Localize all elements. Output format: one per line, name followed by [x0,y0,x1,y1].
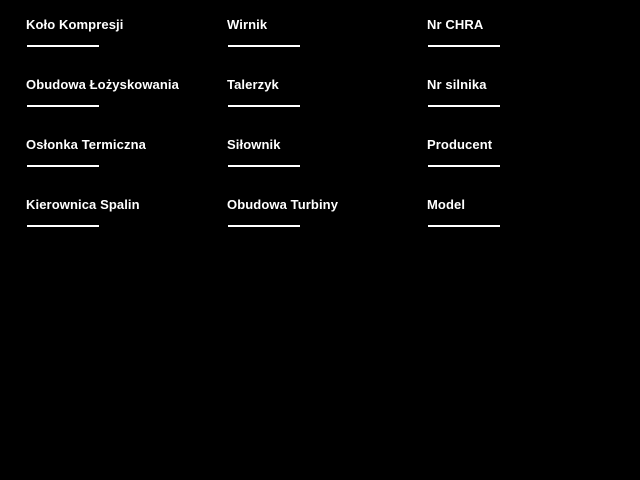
field-silownik[interactable]: Siłownik [227,137,417,197]
field-nr-silnika[interactable]: Nr silnika [427,77,617,137]
field-label: Producent [427,137,493,152]
field-write-in-rule[interactable] [428,225,500,227]
field-nr-chra[interactable]: Nr CHRA [427,17,617,77]
field-write-in-rule[interactable] [27,165,99,167]
field-oslonka-termiczna[interactable]: Osłonka Termiczna [26,137,216,197]
field-write-in-rule[interactable] [428,165,500,167]
field-talerzyk[interactable]: Talerzyk [227,77,417,137]
field-producent[interactable]: Producent [427,137,617,197]
field-grid: Koło Kompresji Obudowa Łożyskowania Osło… [26,17,617,227]
field-obudowa-lozyskowania[interactable]: Obudowa Łożyskowania [26,77,216,137]
field-write-in-rule[interactable] [428,105,500,107]
field-model[interactable]: Model [427,197,617,257]
field-write-in-rule[interactable] [27,45,99,47]
field-wirnik[interactable]: Wirnik [227,17,417,77]
field-label: Siłownik [227,137,281,152]
field-obudowa-turbiny[interactable]: Obudowa Turbiny [227,197,417,257]
field-write-in-rule[interactable] [228,105,300,107]
field-write-in-rule[interactable] [27,225,99,227]
field-write-in-rule[interactable] [428,45,500,47]
field-label: Nr silnika [427,77,487,92]
field-write-in-rule[interactable] [228,165,300,167]
field-label: Obudowa Turbiny [227,197,339,212]
field-label: Nr CHRA [427,17,484,32]
field-label: Osłonka Termiczna [26,137,146,152]
field-label: Talerzyk [227,77,279,92]
field-label: Kierownica Spalin [26,197,140,212]
field-write-in-rule[interactable] [27,105,99,107]
field-kierownica-spalin[interactable]: Kierownica Spalin [26,197,216,257]
field-label: Model [427,197,466,212]
field-write-in-rule[interactable] [228,45,300,47]
field-label: Wirnik [227,17,268,32]
field-label: Koło Kompresji [26,17,124,32]
field-kolo-kompresji[interactable]: Koło Kompresji [26,17,216,77]
field-label: Obudowa Łożyskowania [26,77,179,92]
field-write-in-rule[interactable] [228,225,300,227]
